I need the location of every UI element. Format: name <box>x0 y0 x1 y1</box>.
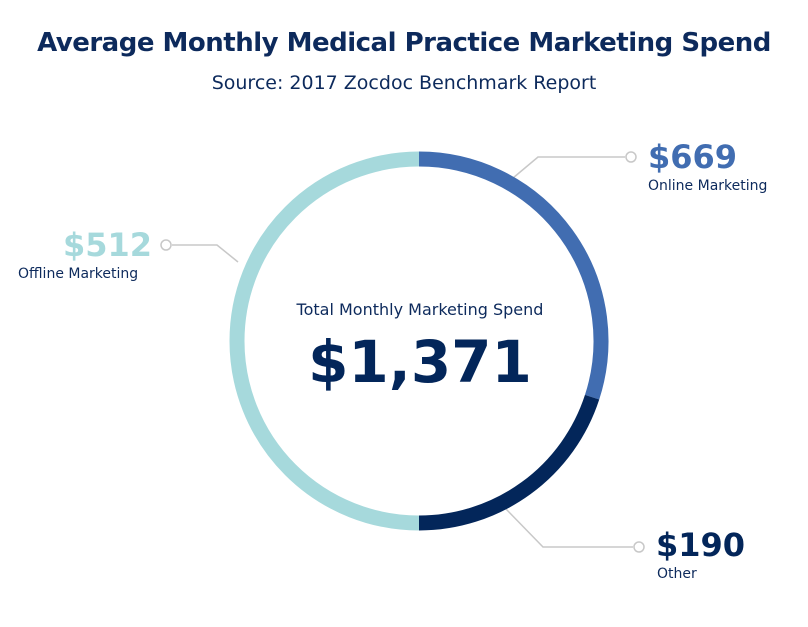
offline-label: Offline Marketing <box>18 266 139 282</box>
other-value: $190 <box>656 526 746 564</box>
slice-online-marketing <box>418 151 609 400</box>
slice-other <box>418 394 600 531</box>
offline-value: $512 <box>62 226 152 264</box>
leader-dot-offline <box>160 239 172 251</box>
chart-title: Average Monthly Medical Practice Marketi… <box>37 28 771 58</box>
leader-line-other <box>504 507 633 548</box>
online-value: $669 <box>648 138 738 176</box>
center-value: $1,371 <box>308 328 532 396</box>
leader-dot-other <box>633 541 645 553</box>
other-label: Other <box>657 566 697 582</box>
leader-dot-online <box>625 151 637 163</box>
leader-line-offline <box>172 244 239 263</box>
chart-subtitle: Source: 2017 Zocdoc Benchmark Report <box>211 72 597 94</box>
online-label: Online Marketing <box>648 178 768 194</box>
leader-line-online <box>512 156 625 179</box>
center-label: Total Monthly Marketing Spend <box>296 300 544 319</box>
slice-offline-marketing <box>229 151 420 531</box>
